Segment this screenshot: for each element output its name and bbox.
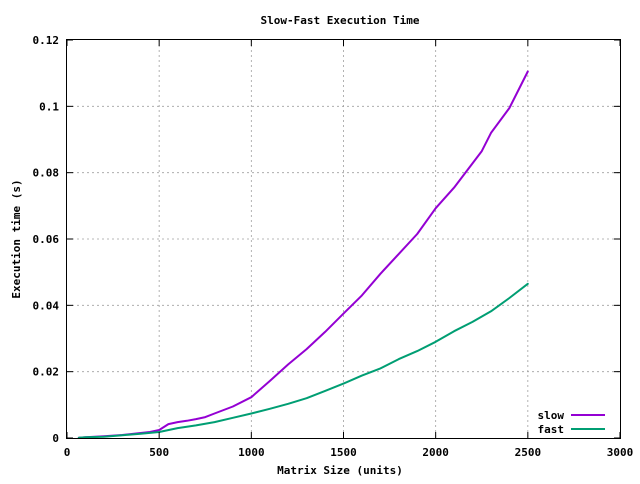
y-axis-label: Execution time (s) bbox=[10, 179, 23, 298]
plot-frame bbox=[66, 39, 621, 439]
x-tick-label: 500 bbox=[149, 446, 169, 459]
y-tick-label: 0.02 bbox=[33, 366, 60, 379]
series-line-fast bbox=[77, 282, 529, 439]
x-tick-label: 0 bbox=[64, 446, 71, 459]
x-tick-label: 2000 bbox=[422, 446, 449, 459]
y-tick-label: 0.08 bbox=[33, 167, 60, 180]
x-tick-label: 3000 bbox=[607, 446, 634, 459]
x-tick-label: 1000 bbox=[238, 446, 265, 459]
grid bbox=[67, 40, 620, 438]
ticks: 0 500 1000 1500 2000 2500 3000 0 0.02 0.04 0.06 0.0… bbox=[33, 34, 634, 459]
series-line-slow bbox=[77, 70, 529, 439]
y-tick-label: 0.04 bbox=[33, 299, 60, 312]
x-tick-label: 2500 bbox=[515, 446, 542, 459]
legend-label-slow: slow bbox=[538, 409, 565, 422]
y-tick-label: 0 bbox=[52, 432, 59, 445]
y-tick-label: 0.12 bbox=[33, 34, 60, 47]
y-tick-label: 0.1 bbox=[39, 100, 59, 113]
x-tick-label: 1500 bbox=[330, 446, 357, 459]
y-tick-label: 0.06 bbox=[33, 233, 60, 246]
chart-title: Slow-Fast Execution Time bbox=[261, 14, 420, 27]
x-axis-label: Matrix Size (units) bbox=[277, 464, 403, 477]
series-layer bbox=[77, 70, 529, 439]
legend-label-fast: fast bbox=[538, 423, 565, 436]
